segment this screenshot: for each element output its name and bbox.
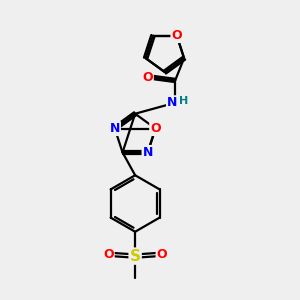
Text: N: N [167,96,177,109]
Text: O: O [150,122,161,135]
Text: O: O [142,71,153,84]
Text: H: H [179,96,189,106]
Text: N: N [142,146,153,159]
Text: N: N [110,122,120,135]
Text: O: O [103,248,114,261]
Text: O: O [171,29,182,42]
Text: O: O [157,248,167,261]
Text: S: S [130,249,141,264]
